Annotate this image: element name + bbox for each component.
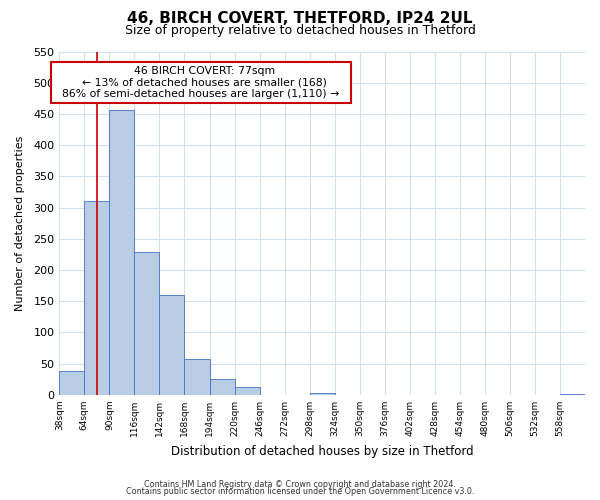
Bar <box>310 393 335 395</box>
Bar <box>85 202 109 395</box>
Bar <box>235 388 260 395</box>
Bar <box>560 394 585 395</box>
Text: Size of property relative to detached houses in Thetford: Size of property relative to detached ho… <box>125 24 475 37</box>
Y-axis label: Number of detached properties: Number of detached properties <box>15 136 25 311</box>
Bar <box>59 371 85 395</box>
Text: 46 BIRCH COVERT: 77sqm
  ← 13% of detached houses are smaller (168)
  86% of sem: 46 BIRCH COVERT: 77sqm ← 13% of detached… <box>55 66 346 99</box>
Bar <box>160 295 184 395</box>
X-axis label: Distribution of detached houses by size in Thetford: Distribution of detached houses by size … <box>171 444 473 458</box>
Bar <box>134 252 160 395</box>
Bar <box>109 110 134 395</box>
Text: Contains HM Land Registry data © Crown copyright and database right 2024.: Contains HM Land Registry data © Crown c… <box>144 480 456 489</box>
Bar <box>184 360 209 395</box>
Bar <box>209 380 235 395</box>
Text: 46, BIRCH COVERT, THETFORD, IP24 2UL: 46, BIRCH COVERT, THETFORD, IP24 2UL <box>127 11 473 26</box>
Text: Contains public sector information licensed under the Open Government Licence v3: Contains public sector information licen… <box>126 487 474 496</box>
